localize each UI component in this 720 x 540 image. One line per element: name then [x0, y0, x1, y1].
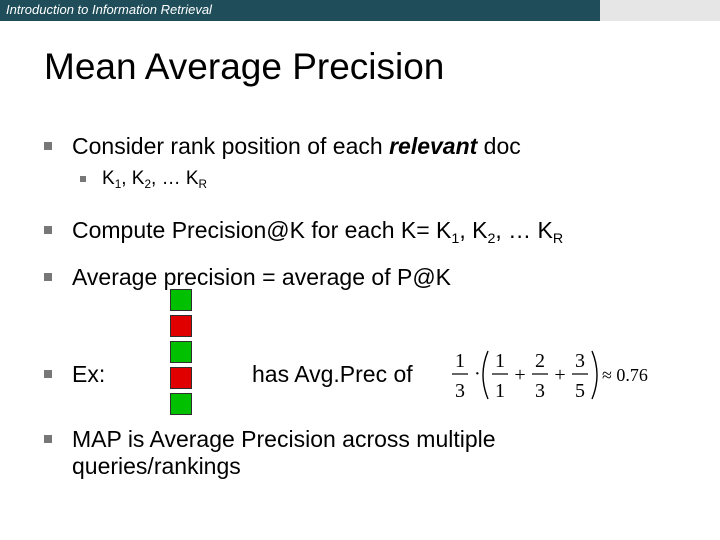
f2-denominator: 3	[535, 380, 545, 402]
plus-sign: +	[554, 364, 565, 386]
dot-operator: ·	[474, 363, 481, 385]
bullet-text-before: Consider rank position of each	[72, 133, 390, 159]
lead-denominator: 3	[455, 380, 465, 402]
f2-numerator: 2	[535, 350, 545, 372]
subscript: R	[198, 178, 208, 192]
ranking-squares	[170, 289, 192, 419]
approx-value: ≈ 0.76	[602, 365, 648, 385]
f1-numerator: 1	[495, 350, 505, 372]
bullet-icon	[44, 142, 52, 150]
header-bar	[0, 0, 600, 21]
subscript: 1	[451, 230, 460, 247]
separator: , … K	[151, 168, 199, 189]
left-paren	[482, 350, 489, 400]
relevant-doc-square	[170, 289, 192, 311]
bullet-icon	[44, 370, 52, 378]
sub-bullet-text: K1, K2, … KR	[102, 168, 207, 190]
subscript: 2	[144, 178, 152, 192]
nonrelevant-doc-square	[170, 315, 192, 337]
f1-denominator: 1	[495, 380, 505, 402]
bullet-icon	[44, 226, 52, 234]
relevant-doc-square	[170, 341, 192, 363]
subscript: 1	[114, 178, 122, 192]
bullet-text: Consider rank position of each relevant …	[72, 133, 521, 160]
avg-prec-formula: 1 3 · 1 1 + 2 3 + 3 5 ≈ 0.76	[452, 350, 648, 402]
course-title: Introduction to Information Retrieval	[6, 2, 212, 17]
slide-title: Mean Average Precision	[44, 46, 445, 87]
right-paren	[591, 350, 598, 400]
example-tail: has Avg.Prec of	[252, 361, 413, 387]
subscript: 2	[487, 230, 496, 247]
bullet-text: Compute Precision@K for each K= K1, K2, …	[72, 217, 564, 247]
bullet-text-after: doc	[477, 133, 521, 159]
f3-denominator: 5	[575, 380, 585, 402]
bullet-emphasis: relevant	[389, 133, 478, 159]
nonrelevant-doc-square	[170, 367, 192, 389]
example-label: Ex:	[72, 361, 106, 387]
bullet-icon	[44, 435, 52, 443]
separator: , … K	[495, 217, 553, 243]
bullet-text-main: Compute Precision@K for each K= K	[72, 217, 452, 243]
k-symbol: K	[102, 168, 115, 189]
subscript: R	[552, 230, 564, 247]
bullet-text-line1: MAP is Average Precision across multiple	[72, 426, 496, 452]
bullet-text: Average precision = average of P@K	[72, 264, 452, 290]
separator: , K	[459, 217, 488, 243]
bullet-icon	[44, 273, 52, 281]
bullet-text-line2: queries/rankings	[72, 453, 241, 479]
lead-numerator: 1	[455, 350, 465, 372]
relevant-doc-square	[170, 393, 192, 415]
separator: , K	[121, 168, 145, 189]
sub-bullet-icon	[80, 176, 86, 182]
header-accent	[600, 0, 720, 21]
f3-numerator: 3	[575, 350, 585, 372]
plus-sign: +	[514, 364, 525, 386]
